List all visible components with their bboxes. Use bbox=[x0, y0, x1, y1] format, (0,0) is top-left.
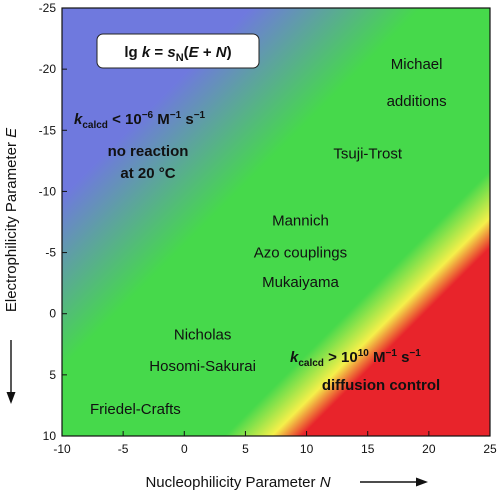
x-tick-label: 10 bbox=[300, 442, 314, 456]
y-tick-label: -15 bbox=[39, 123, 57, 137]
annotation-mukaiyama: Mukaiyama bbox=[262, 274, 339, 291]
annotation-nicholas: Nicholas bbox=[174, 326, 232, 343]
y-tick-label: -10 bbox=[39, 184, 57, 198]
y-arrow-head bbox=[6, 392, 16, 404]
y-tick-label: 10 bbox=[43, 429, 57, 443]
equation-box bbox=[96, 33, 260, 69]
x-arrow-head bbox=[416, 477, 428, 487]
x-tick-label: 0 bbox=[181, 442, 188, 456]
y-axis-arrow bbox=[6, 340, 16, 404]
x-tick-label: -10 bbox=[53, 442, 71, 456]
y-tick-label: -5 bbox=[45, 246, 56, 260]
slow-region-line2: at 20 °C bbox=[120, 165, 175, 182]
slow-region-line1: no reaction bbox=[108, 143, 189, 160]
x-tick-label: 25 bbox=[483, 442, 497, 456]
equation-text: lg k = sN(E + N) bbox=[124, 44, 231, 64]
x-tick-label: -5 bbox=[118, 442, 129, 456]
x-axis-label: Nucleophilicity Parameter N bbox=[145, 474, 330, 491]
y-tick-label: 5 bbox=[49, 368, 56, 382]
x-axis-arrow bbox=[360, 477, 428, 487]
annotation-michael: Michael bbox=[391, 56, 443, 73]
x-tick-label: 5 bbox=[242, 442, 249, 456]
y-axis-ticks: -25 -20 -15 -10 -5 0 5 10 bbox=[39, 1, 67, 443]
x-tick-label: 20 bbox=[422, 442, 436, 456]
y-tick-label: 0 bbox=[49, 307, 56, 321]
y-tick-label: -20 bbox=[39, 62, 57, 76]
fast-region-line1: diffusion control bbox=[322, 377, 440, 394]
annotation-additions: additions bbox=[387, 93, 447, 110]
annotation-mannich: Mannich bbox=[272, 213, 329, 230]
x-axis-ticks: -10 -5 0 5 10 15 20 25 bbox=[53, 431, 497, 456]
y-axis-label: Electrophilicity Parameter E bbox=[3, 127, 20, 312]
fast-rate-label: kcalcd > 1010 M−1 s−1 bbox=[290, 348, 421, 369]
plot-frame bbox=[61, 7, 491, 437]
reaction-annotations: Michael additions Tsuji-Trost Mannich Azo co… bbox=[90, 56, 447, 418]
annotation-hosomi-sakurai: Hosomi-Sakurai bbox=[149, 358, 256, 375]
annotation-tsuji-trost: Tsuji-Trost bbox=[333, 145, 402, 162]
x-tick-label: 15 bbox=[361, 442, 375, 456]
y-tick-label: -25 bbox=[39, 1, 57, 15]
slow-rate-label: kcalcd < 10−6 M−1 s−1 bbox=[74, 110, 206, 131]
plot-area-gradient bbox=[62, 8, 490, 436]
annotation-friedel-crafts: Friedel-Crafts bbox=[90, 401, 181, 418]
annotation-azo-couplings: Azo couplings bbox=[254, 244, 347, 261]
